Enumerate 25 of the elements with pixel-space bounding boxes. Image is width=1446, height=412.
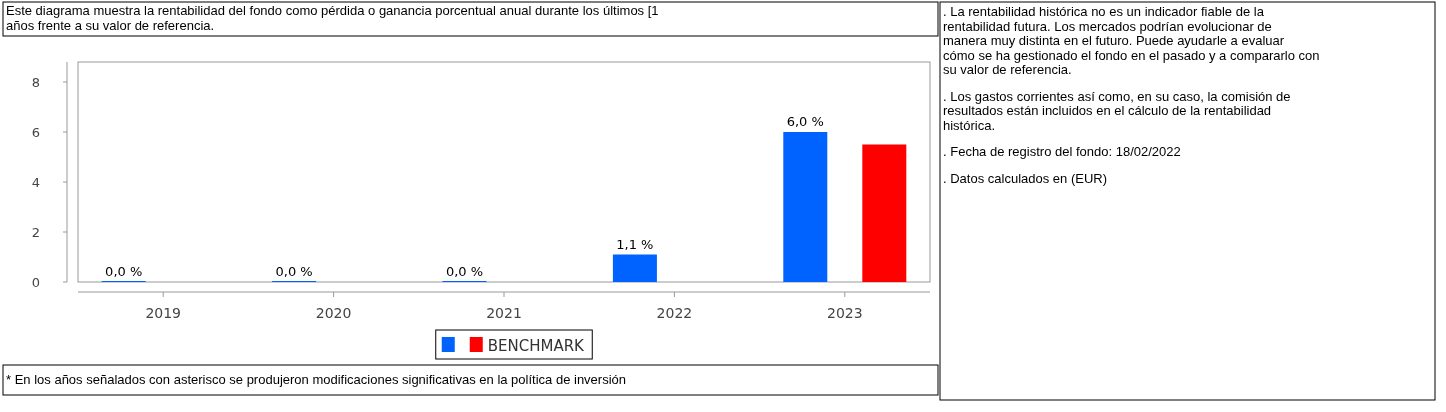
text: . Los gastos corrientes así como, en su caso, la comisión de resultados están incluidos en el cálculo de la rentabilidad histórica. (943, 88, 1291, 133)
text: . Datos calculados en (EUR) (943, 170, 1108, 186)
data-label: 6,0 % (786, 114, 824, 129)
bar (783, 132, 828, 282)
x-tick-label: 2023 (826, 305, 863, 321)
bar (862, 144, 907, 282)
data-label: 0,0 % (275, 264, 313, 279)
data-label: 0,0 % (105, 264, 143, 279)
y-tick-label: 6 (31, 125, 40, 140)
data-label: 0,0 % (445, 264, 484, 279)
data-label: 1,1 % (616, 236, 654, 252)
x-tick-label: 2020 (315, 305, 352, 321)
x-tick-label: 2021 (486, 305, 522, 321)
text: . Fecha de registro del fondo: 18/02/2022 (943, 144, 1181, 159)
y-tick-label: 2 (31, 225, 40, 240)
y-tick-label: 0 (31, 275, 40, 290)
y-tick-label: 4 (31, 175, 40, 190)
legend-label: BENCHMARK (487, 337, 586, 355)
chart-title: Este diagrama muestra la rentabilidad del fondo como pérdida o ganancia porcentual anual durante los últimos [1 años frente a su valor de referencia. (6, 3, 659, 33)
x-tick-label: 2022 (656, 305, 693, 321)
x-tick-label: 2019 (145, 305, 182, 321)
y-tick-label: 8 (31, 75, 40, 90)
text: * En los años señalados con asterisco se produjeron modificaciones significativas en la política de inversión (6, 372, 627, 387)
text: . La rentabilidad histórica no es un indicador fiable de la rentabilidad futura. Los mercados podrían evolucionar de manera muy distinta en el futuro. Puede ayudarle a evaluar cómo se ha gestionado el fondo en el pasado y a compararlo con su valor de referencia. (943, 4, 1320, 77)
bar (612, 254, 657, 282)
